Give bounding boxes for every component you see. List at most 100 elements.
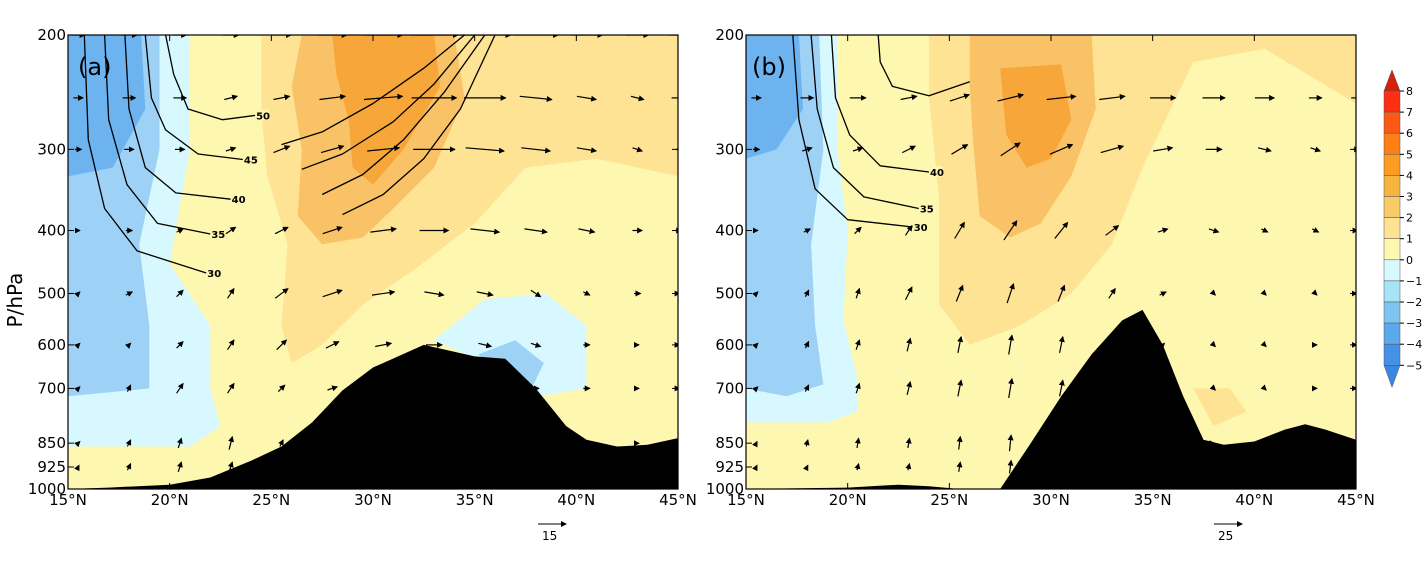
wind-vector: [125, 462, 132, 471]
wind-vector: [1058, 379, 1065, 397]
wind-vector: [955, 284, 964, 302]
isoline-label-40: 40: [232, 195, 246, 206]
isoline-label-50: 50: [256, 111, 270, 122]
colorbar-label: 0: [1406, 254, 1413, 267]
y-tick-label: 925: [37, 458, 66, 476]
wind-vector: [1007, 434, 1014, 452]
colorbar-label: −3: [1406, 317, 1422, 330]
panel-b: 40 35 30 15°N 20°N 25°N 30°N 35°N 40°N 45°N 200 30…: [706, 26, 1375, 543]
wind-vector: [803, 439, 810, 447]
wind-vector: [576, 147, 598, 154]
wind-vector: [1058, 335, 1065, 354]
shading-region-b-2: [746, 35, 803, 159]
isoline-label-30: 30: [914, 223, 928, 234]
x-tick-label: 15°N: [49, 491, 87, 509]
wind-vector: [274, 226, 289, 235]
isoline-label-45: 45: [244, 156, 258, 167]
y-tick-label: 1000: [706, 480, 744, 498]
wind-vector: [802, 146, 813, 153]
y-tick-label: 925: [715, 458, 744, 476]
wind-vector: [521, 147, 552, 154]
colorbar-label: 1: [1406, 233, 1413, 246]
wind-vector: [1003, 220, 1018, 241]
colorbar: 8 7 6 5 4 3 2 1 0 −1 −2 −3 −4 −5: [1383, 69, 1422, 389]
wind-vector: [371, 289, 396, 296]
wind-vector: [530, 342, 542, 348]
y-tick-label: 200: [715, 26, 744, 44]
isoline-label-bg: [255, 109, 270, 121]
y-tick-label: 300: [37, 140, 66, 158]
wind-vector: [905, 462, 912, 471]
y-tick-label: 500: [715, 284, 744, 302]
wind-vector: [225, 226, 237, 235]
x-tick-label: 25°N: [252, 491, 290, 509]
x-tick-label: 40°N: [557, 491, 595, 509]
wind-vector: [1099, 93, 1126, 101]
wind-vector: [630, 95, 645, 102]
wind-vector: [176, 289, 184, 298]
wind-vector: [176, 437, 183, 449]
wind-vector: [1311, 227, 1320, 233]
wind-vector: [578, 228, 596, 235]
wind-vector: [854, 462, 861, 471]
colorbar-label: 6: [1406, 127, 1413, 140]
isoline-a-5: [281, 35, 465, 146]
panel-b-axes: 15°N 20°N 25°N 30°N 35°N 40°N 45°N 200 300 400 500…: [706, 26, 1375, 509]
wind-vector: [954, 221, 965, 239]
panel-a-isolines: 50 45 40 35 30: [83, 35, 496, 280]
panel-a-axes: 15°N 20°N 25°N 30°N 35°N 40°N 45°N 200 300 400 500…: [28, 26, 697, 509]
wind-vector: [803, 384, 810, 392]
y-tick-label: 600: [37, 336, 66, 354]
wind-vector: [278, 439, 284, 447]
isoline-label-30: 30: [207, 269, 221, 280]
colorbar-top-arrow: [1383, 69, 1401, 92]
colorbar-segment: [1383, 322, 1401, 345]
x-tick-label: 45°N: [659, 491, 697, 509]
wind-vector: [997, 93, 1025, 102]
x-tick-label: 15°N: [727, 491, 765, 509]
wind-vector: [1261, 227, 1269, 233]
shading-region-b-9: [1000, 64, 1072, 168]
isoline-b-0: [877, 35, 970, 97]
reference-vector-b-label: 25: [1218, 529, 1233, 543]
wind-vector: [752, 342, 759, 349]
isoline-b-2: [810, 35, 919, 210]
panel-b-reference-vector: 25: [1214, 521, 1243, 543]
x-tick-label: 40°N: [1235, 491, 1273, 509]
x-tick-label: 30°N: [1032, 491, 1070, 509]
colorbar-segment: [1383, 111, 1401, 134]
wind-vector: [1000, 142, 1021, 157]
panel-a-terrain: [68, 344, 678, 489]
isoline-label-40: 40: [930, 168, 944, 179]
isoline-label-bg: [242, 153, 257, 165]
wind-vector: [370, 226, 397, 233]
wind-vector: [904, 286, 913, 301]
wind-vector: [854, 437, 861, 449]
isoline-label-bg: [912, 220, 927, 232]
wind-vector: [951, 144, 969, 155]
wind-vector: [854, 226, 862, 235]
isoline-a-3: [103, 35, 211, 235]
wind-vector: [478, 342, 493, 349]
wind-vector: [854, 287, 861, 299]
isoline-label-35: 35: [920, 205, 934, 216]
wind-vector: [424, 291, 445, 298]
isoline-a-1: [144, 35, 243, 161]
colorbar-segment: [1383, 301, 1401, 324]
wind-vector: [905, 224, 913, 236]
y-tick-label: 400: [37, 222, 66, 240]
colorbar-label: −1: [1406, 275, 1422, 288]
wind-vector: [176, 382, 184, 394]
wind-vector: [902, 145, 916, 154]
isoline-a-7: [321, 35, 486, 196]
wind-vector: [228, 435, 234, 450]
wind-vector: [1105, 225, 1120, 236]
colorbar-label: 4: [1406, 169, 1413, 182]
y-tick-label: 1000: [28, 480, 66, 498]
wind-vector: [322, 226, 343, 235]
x-tick-label: 20°N: [151, 491, 189, 509]
wind-vector: [322, 289, 343, 298]
isoline-a-4: [83, 35, 207, 274]
wind-vector: [852, 146, 864, 153]
isoline-a-2: [124, 35, 231, 200]
